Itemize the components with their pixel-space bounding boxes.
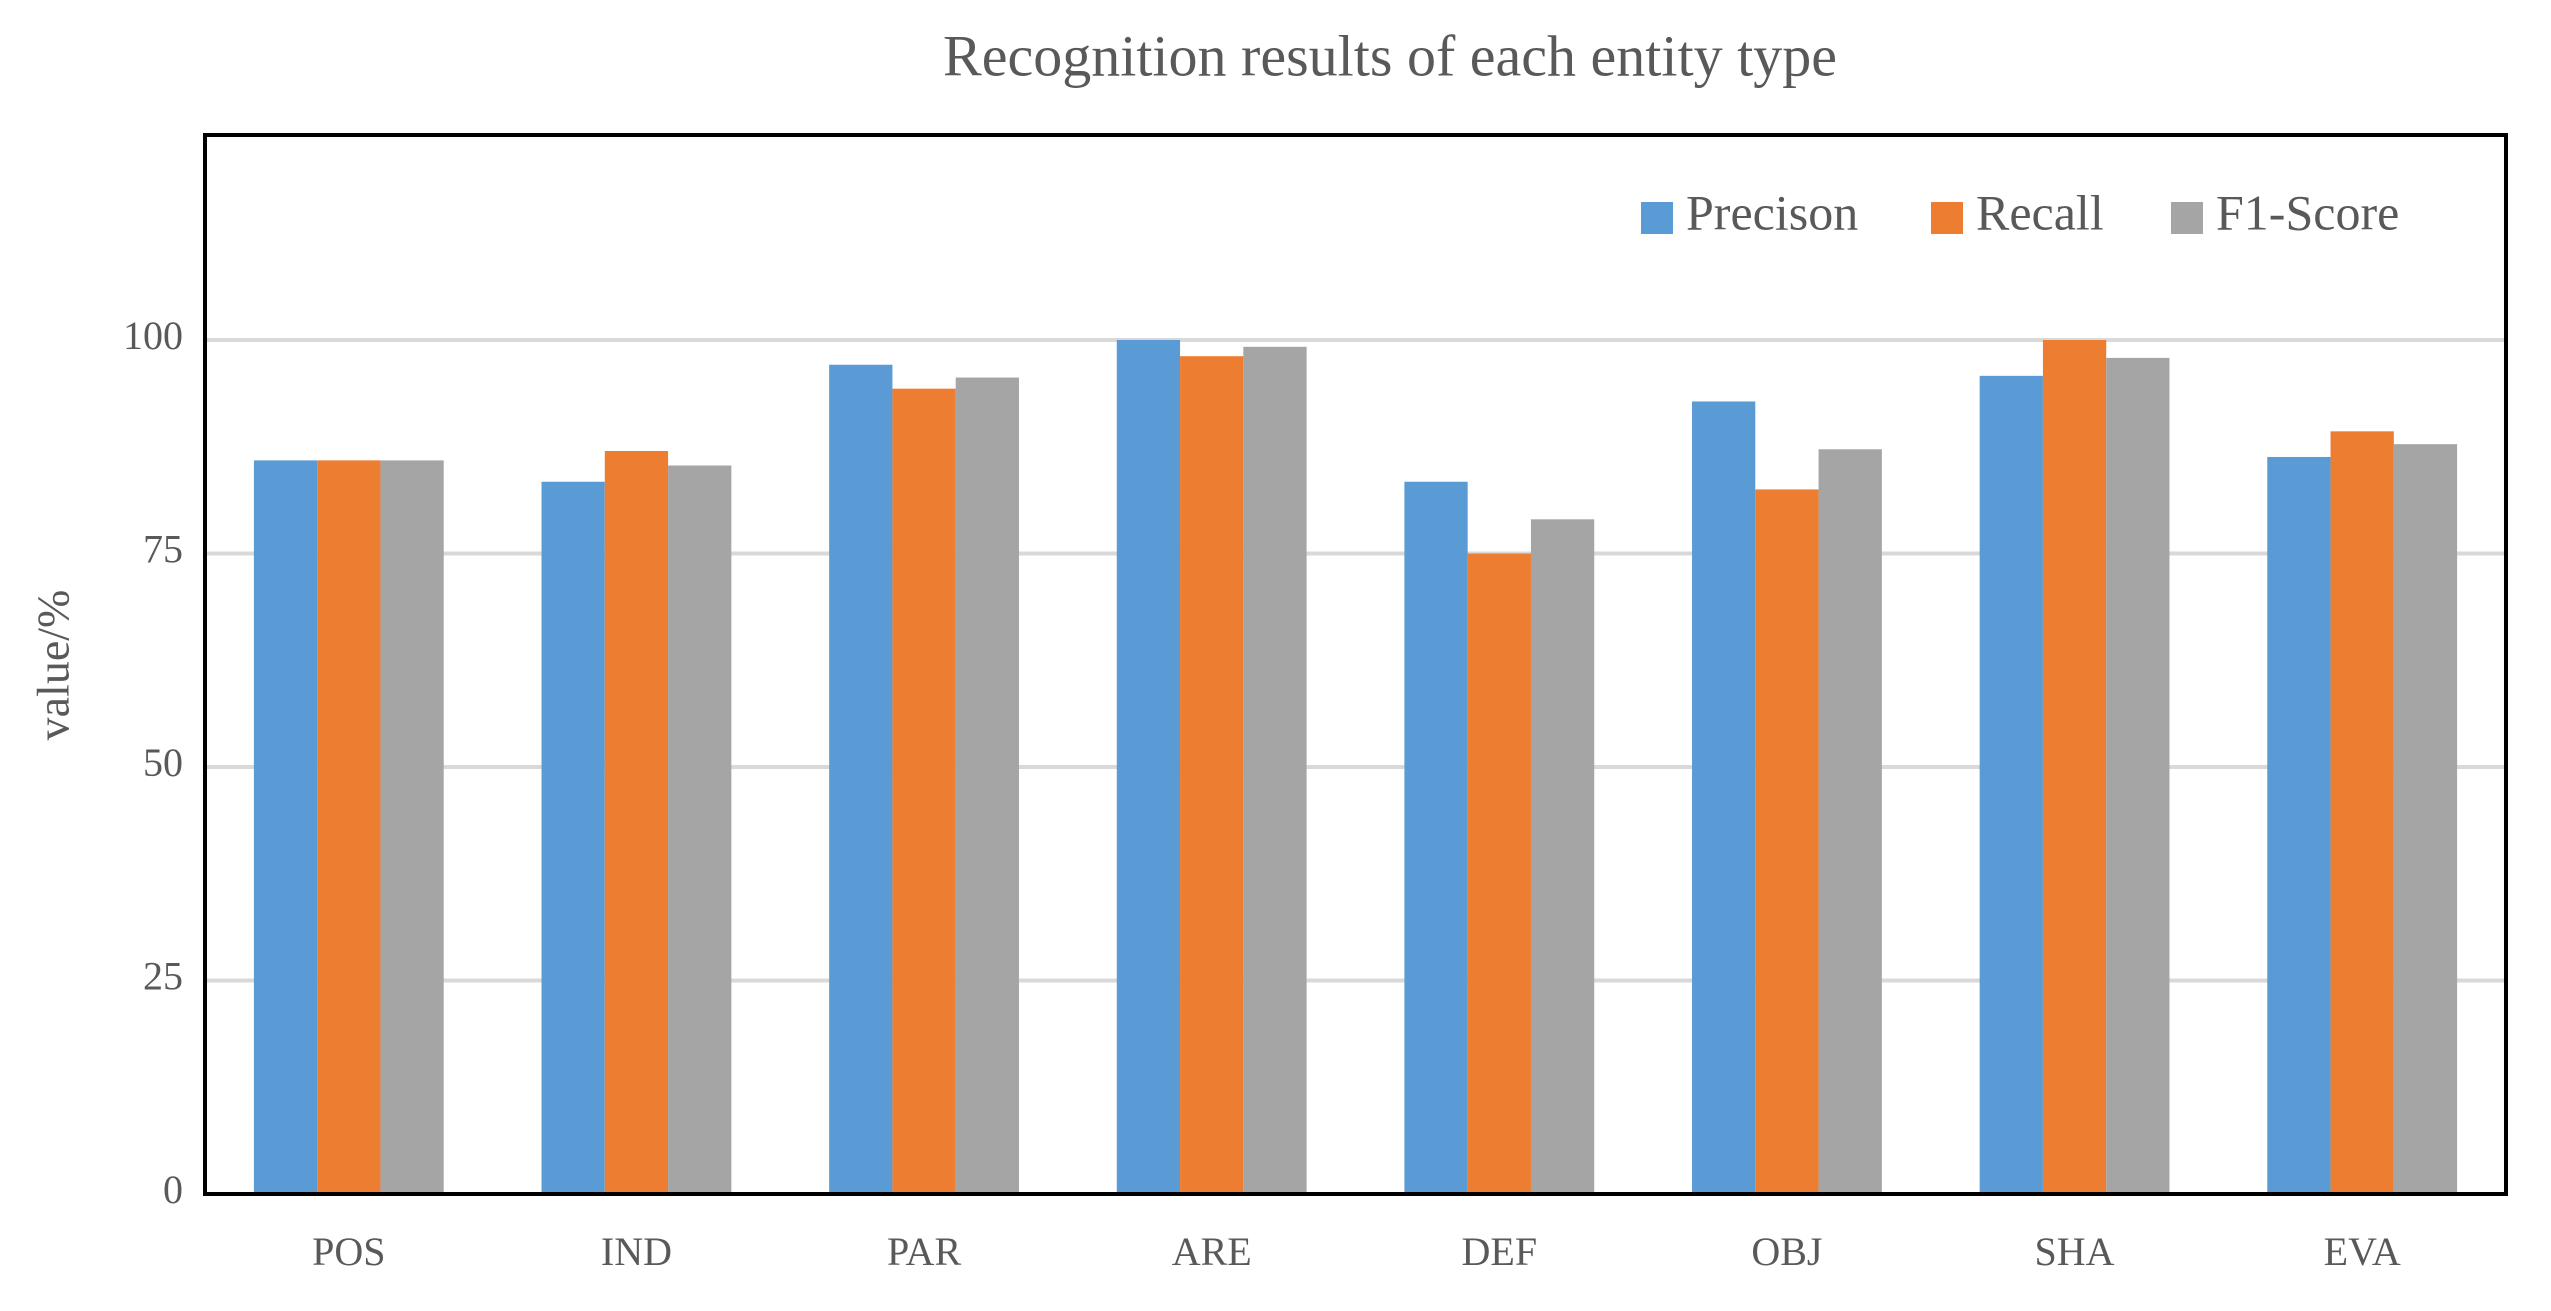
- legend-label: Recall: [1976, 184, 2104, 240]
- x-tick-label: ARE: [1172, 1229, 1252, 1274]
- bar: [2042, 339, 2107, 1194]
- bar: [2106, 357, 2170, 1194]
- bar: [955, 377, 1019, 1194]
- y-tick-label: 0: [163, 1167, 183, 1212]
- plot-frame: [203, 133, 2508, 1196]
- legend-swatch: [1931, 202, 1963, 234]
- y-tick-label: 25: [143, 954, 183, 999]
- bar: [1755, 489, 1819, 1194]
- bar: [829, 364, 893, 1194]
- x-tick-label: PAR: [887, 1229, 961, 1274]
- y-tick-label: 75: [143, 527, 183, 572]
- y-axis-label: value/%: [28, 590, 79, 741]
- bar: [1818, 449, 1882, 1194]
- chart-title: Recognition results of each entity type: [943, 23, 1837, 88]
- bar: [892, 388, 956, 1194]
- bar: [2267, 456, 2331, 1194]
- x-tick-label: OBJ: [1751, 1229, 1822, 1274]
- bar: [1692, 401, 1756, 1194]
- bar: [541, 481, 605, 1195]
- bar: [2330, 431, 2394, 1194]
- bar: [604, 450, 669, 1194]
- x-tick-label: DEF: [1462, 1229, 1538, 1274]
- bar: [317, 460, 381, 1194]
- bar: [1979, 375, 2043, 1194]
- x-tick-label: IND: [601, 1229, 672, 1274]
- legend-label: F1-Score: [2216, 184, 2399, 240]
- legend-swatch: [2171, 202, 2203, 234]
- bar: [2393, 444, 2458, 1194]
- legend-label: Precison: [1686, 184, 1858, 240]
- bar: [380, 460, 444, 1194]
- bar: [1180, 356, 1244, 1195]
- bar: [1530, 519, 1595, 1194]
- bar: [1243, 346, 1307, 1194]
- y-tick-label: 50: [143, 740, 183, 785]
- y-tick-label: 100: [123, 313, 183, 358]
- x-tick-label: SHA: [2035, 1229, 2115, 1274]
- x-tick-label: EVA: [2324, 1229, 2401, 1274]
- legend-swatch: [1641, 202, 1673, 234]
- bar: [1404, 481, 1468, 1195]
- x-tick-label: POS: [312, 1229, 385, 1274]
- bar: [1467, 553, 1531, 1194]
- bar: [668, 465, 732, 1194]
- bar: [1116, 339, 1181, 1194]
- bar: [253, 460, 318, 1194]
